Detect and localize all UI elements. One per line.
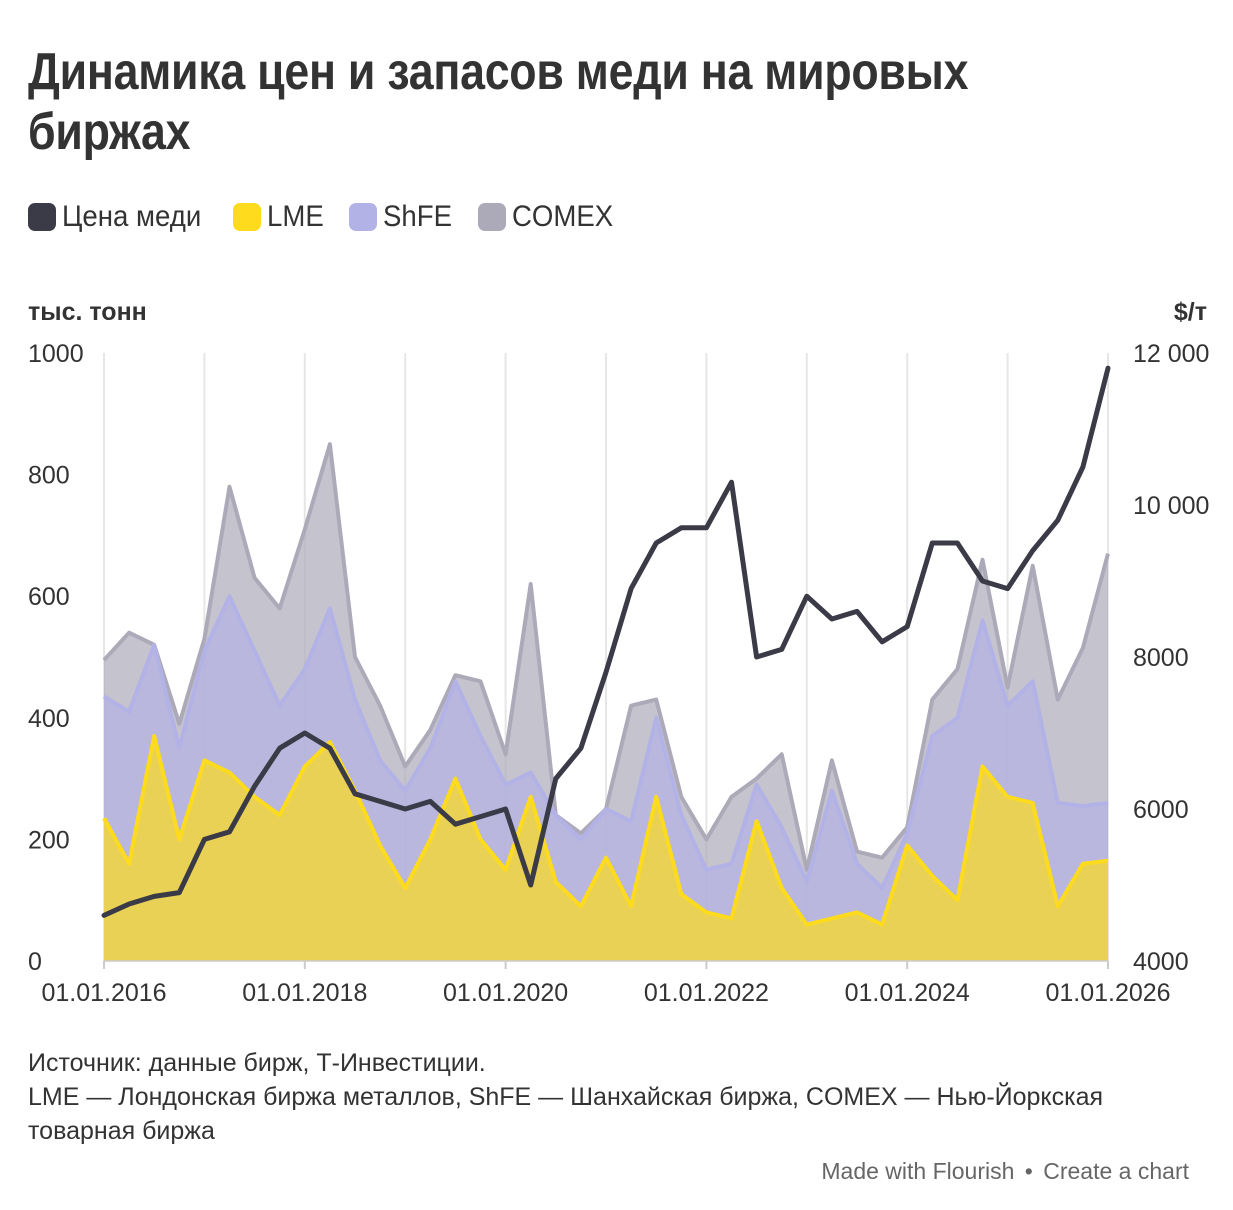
- legend-label-price: Цена меди: [62, 200, 202, 233]
- left-axis-tick-label: 400: [28, 705, 70, 733]
- source-note: Источник: данные бирж, Т-Инвестиции.: [28, 1049, 486, 1077]
- right-axis-tick-label: 10 000: [1133, 492, 1209, 520]
- exchange-explanation: LME — Лондонская биржа металлов, ShFE — …: [28, 1083, 1104, 1145]
- legend-swatch-comex: [478, 203, 507, 231]
- right-axis-tick-label: 8000: [1133, 644, 1189, 672]
- made-with-flourish-link[interactable]: Made with Flourish: [821, 1158, 1015, 1184]
- legend-item-shfe[interactable]: ShFE: [349, 200, 458, 234]
- create-chart-link[interactable]: Create a chart: [1043, 1158, 1189, 1184]
- left-axis-tick-label: 1000: [28, 340, 84, 368]
- x-axis-tick-label: 01.01.2026: [1045, 979, 1170, 1007]
- x-axis-tick-label: 01.01.2020: [443, 979, 568, 1007]
- legend-swatch-shfe: [349, 203, 378, 231]
- left-axis-tick-label: 800: [28, 462, 70, 490]
- area-edge-lme: [102, 734, 1109, 927]
- footer-separator: •: [1024, 1158, 1033, 1184]
- left-axis-title: тыс. тонн: [28, 298, 147, 326]
- right-axis-tick-label: 12 000: [1133, 340, 1209, 368]
- area-edge-shfe: [102, 594, 1109, 891]
- price-line: [101, 365, 1111, 918]
- legend-item-lme[interactable]: LME: [233, 200, 329, 234]
- right-axis-tick-label: 6000: [1133, 796, 1189, 824]
- x-axis-tick-label: 01.01.2018: [242, 979, 367, 1007]
- stock-price-chart: 0 200 400 600 800 1000 4000 6000 8000 10 000 12 00…: [28, 298, 1209, 1007]
- x-axis-tick-label: 01.01.2022: [644, 979, 769, 1007]
- legend-swatch-price: [28, 203, 56, 231]
- chart-title: Динамика цен и запасов меди на мировых б…: [28, 43, 969, 161]
- left-axis-tick-label: 600: [28, 583, 70, 611]
- legend-label-shfe: ShFE: [383, 200, 453, 233]
- legend-item-comex[interactable]: COMEX: [478, 200, 622, 234]
- x-axis-tick-label: 01.01.2016: [41, 979, 166, 1007]
- chart-legend: Цена меди LME ShFE COMEX: [28, 199, 642, 235]
- legend-label-lme: LME: [267, 200, 325, 233]
- chart-notes: Источник: данные бирж, Т-Инвестиции. LME…: [28, 1046, 1198, 1148]
- flourish-footer: Made with Flourish • Create a chart: [819, 1158, 1191, 1185]
- left-axis-tick-label: 0: [28, 948, 42, 976]
- x-axis-tick-label: 01.01.2024: [845, 979, 970, 1007]
- legend-swatch-lme: [233, 203, 262, 231]
- left-axis-tick-label: 200: [28, 826, 70, 854]
- legend-item-price[interactable]: Цена меди: [28, 200, 213, 234]
- legend-label-comex: COMEX: [512, 200, 614, 233]
- right-axis-title: $/т: [1174, 298, 1207, 326]
- right-axis-tick-label: 4000: [1133, 948, 1189, 976]
